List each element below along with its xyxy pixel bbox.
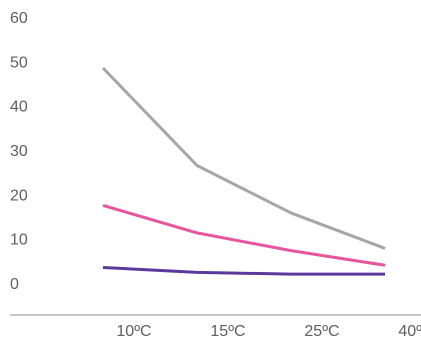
y-tick-label: 10 [10,232,28,249]
x-tick-label: 15ºC [210,323,245,340]
y-tick-label: 0 [10,276,19,293]
y-tick-label: 60 [10,10,28,27]
x-axis-ticks: 10ºC 15ºC 25ºC 40ºC [116,323,421,340]
y-axis-ticks: 0 10 20 30 40 50 60 [10,10,28,293]
series-line [102,265,385,276]
y-tick-label: 40 [10,99,28,116]
series-lines [101,66,386,276]
x-tick-label: 10ºC [116,323,151,340]
y-tick-label: 20 [10,187,28,204]
x-tick-label: 25ºC [304,323,339,340]
y-tick-label: 50 [10,54,28,71]
y-tick-label: 30 [10,143,28,160]
series-line [101,66,386,250]
x-tick-label: 40ºC [398,323,421,340]
series-line [102,203,386,267]
